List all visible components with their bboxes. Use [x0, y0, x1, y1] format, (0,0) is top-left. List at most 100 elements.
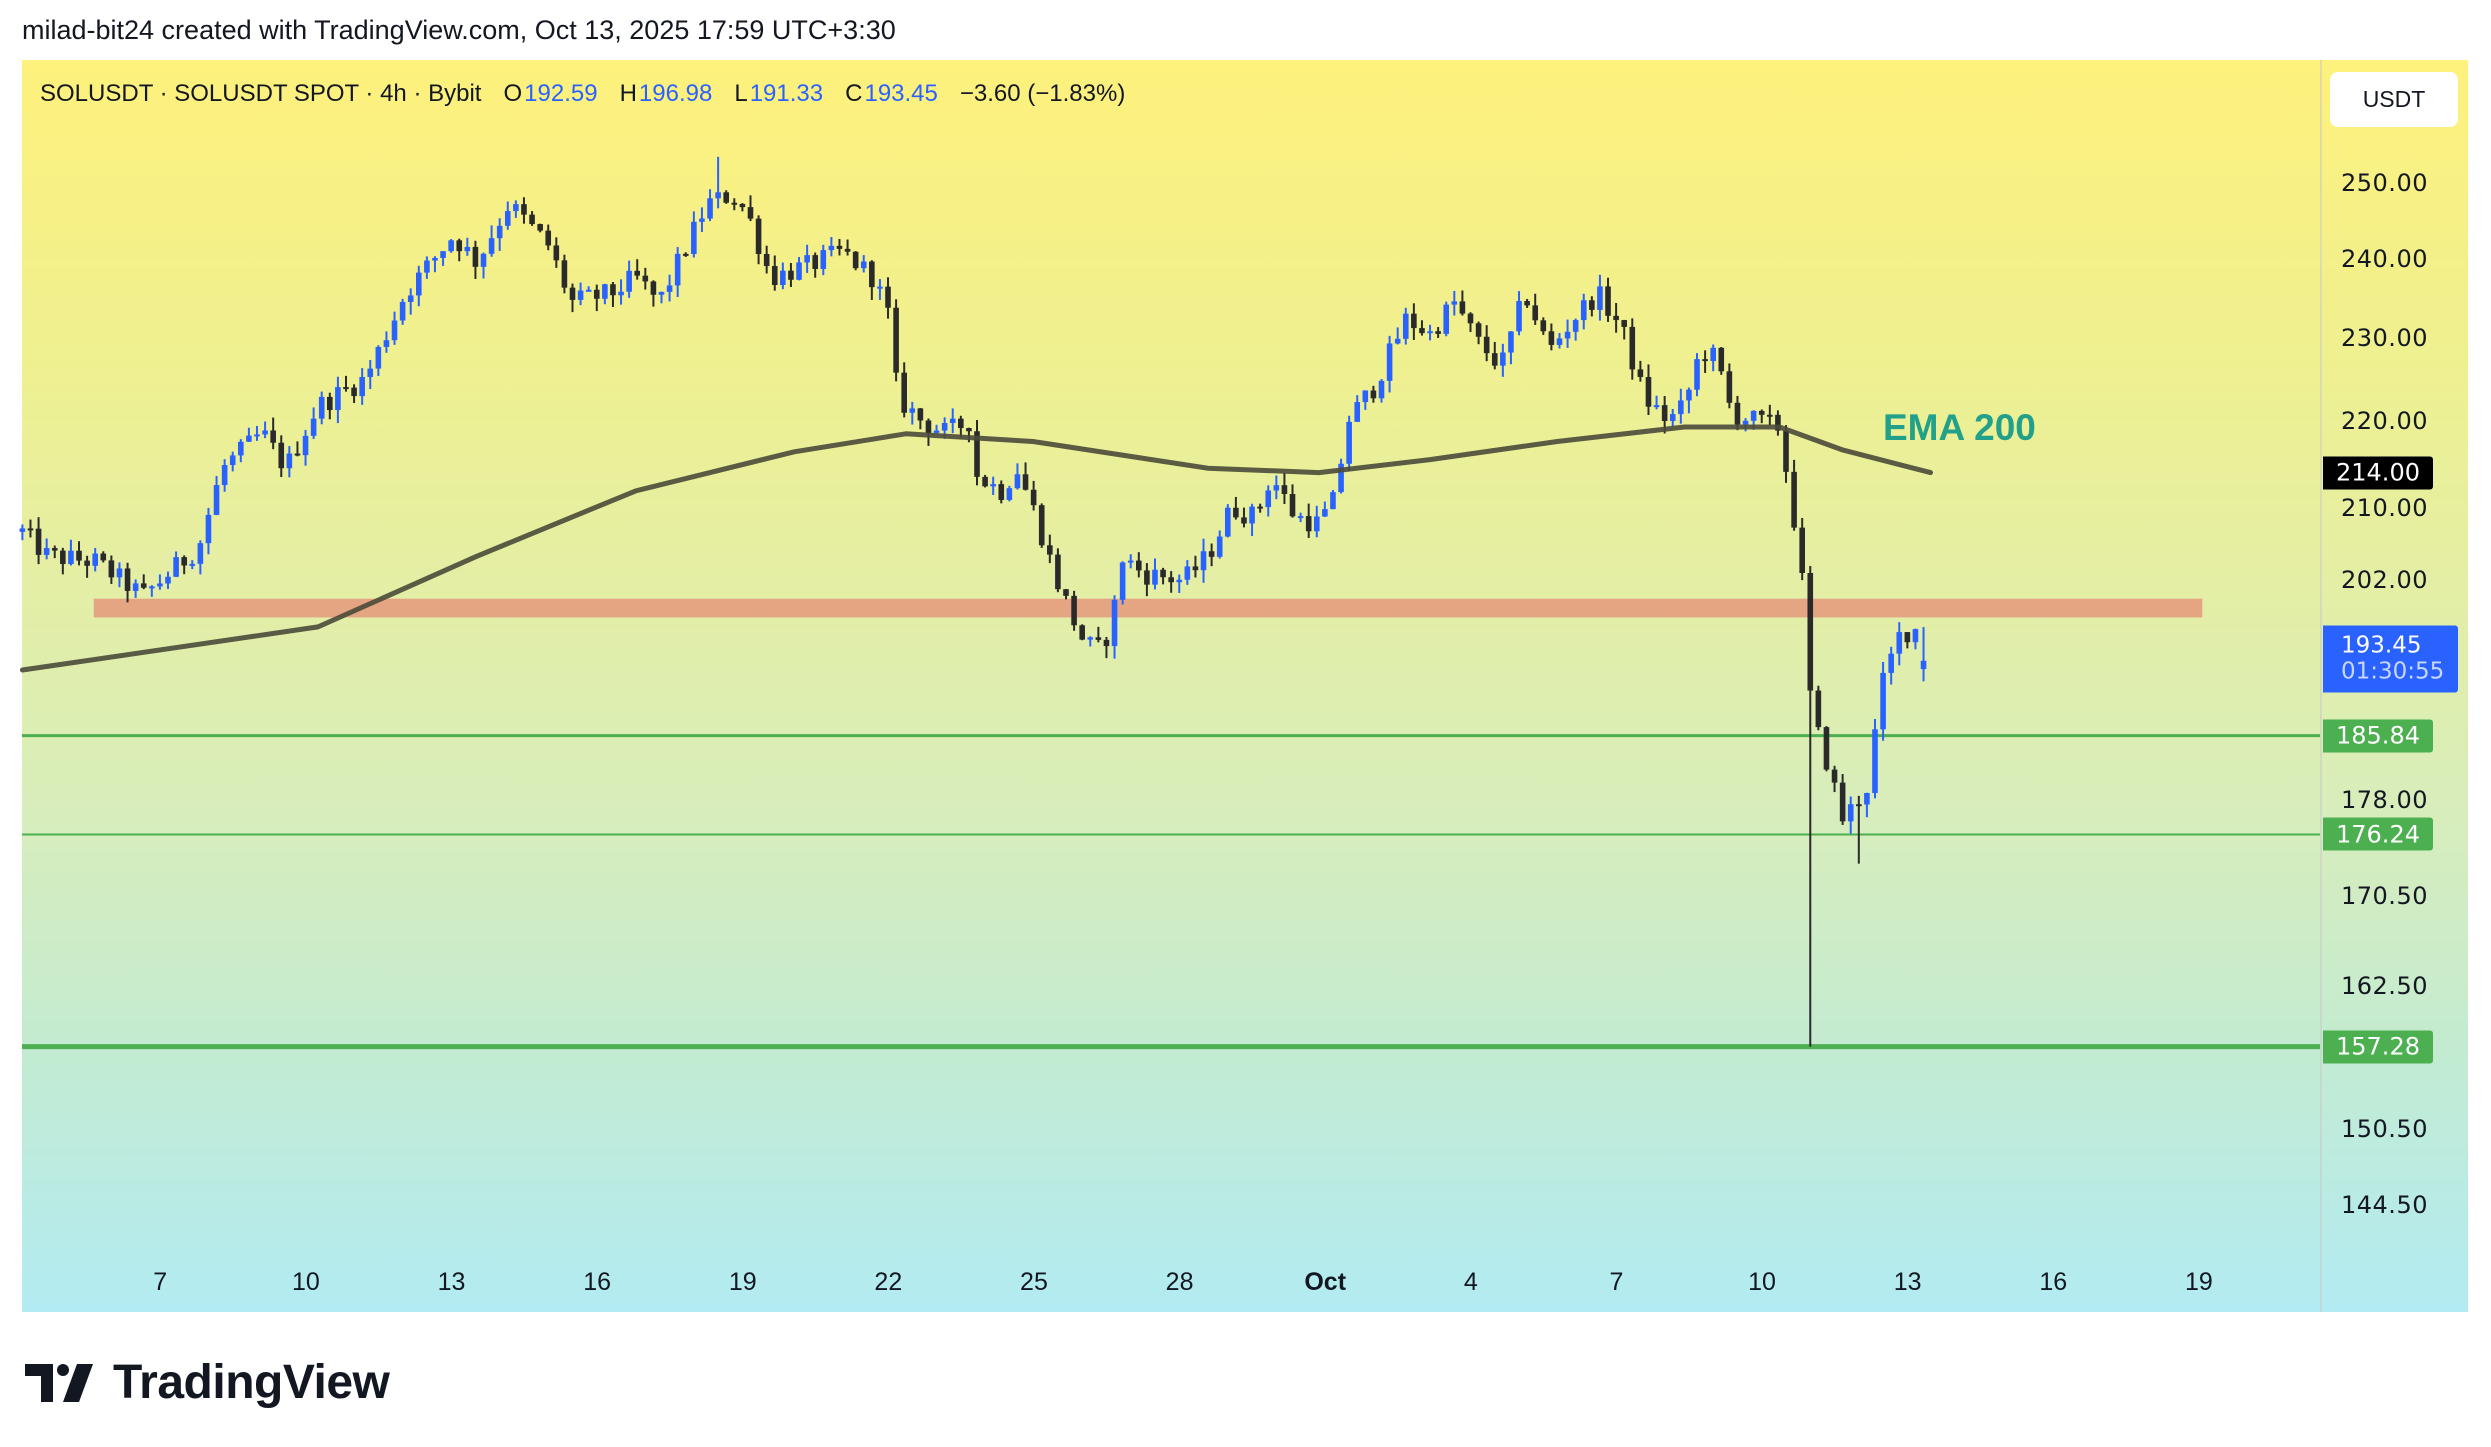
candle-body [869, 261, 875, 288]
candle-body [1702, 359, 1708, 362]
candle-body [828, 245, 835, 251]
candle-body [545, 230, 552, 246]
candle-body [1111, 599, 1118, 647]
candle-body [860, 261, 867, 269]
candle-body [92, 553, 98, 566]
candle-body [1872, 729, 1878, 794]
resistance-zone [93, 598, 2203, 618]
candle-body [464, 246, 471, 252]
tradingview-brand: TradingView [113, 1356, 390, 1409]
candle-body [691, 221, 697, 254]
candle-body [610, 284, 616, 296]
candle-body [755, 218, 762, 255]
candle-body [1071, 595, 1077, 626]
time-tick-label: 25 [1020, 1268, 1048, 1296]
candle-body [254, 434, 260, 437]
currency-button[interactable]: USDT [2330, 72, 2458, 127]
candle-body [1402, 313, 1409, 339]
candle-body [529, 214, 535, 225]
candle-body [51, 548, 58, 551]
ema-200-line [19, 424, 1933, 673]
candle-body [27, 528, 34, 531]
candle-body [1524, 301, 1530, 306]
candle-body [1168, 577, 1174, 583]
symbol-info: SOLUSDT · SOLUSDT SPOT · 4h · Bybit [40, 80, 482, 107]
candle-body [966, 428, 972, 432]
candle-body [1378, 380, 1385, 399]
price-tick-label: 150.50 [2341, 1114, 2428, 1143]
candle-body [229, 455, 236, 466]
time-tick-label: 7 [1609, 1268, 1624, 1296]
candle-body [836, 245, 843, 249]
candle-body [1265, 490, 1272, 508]
chart-attribution-title: milad-bit24 created with TradingView.com… [22, 15, 896, 45]
ema-200-annotation: EMA 200 [1883, 407, 2036, 448]
candle-body [294, 453, 301, 456]
candle-body [650, 281, 657, 295]
candle-body [1572, 320, 1579, 332]
candle-body [1394, 338, 1401, 344]
candle-body [1540, 320, 1547, 332]
time-tick-label: 10 [291, 1268, 320, 1296]
candle-body [1645, 376, 1652, 407]
candle-body [1880, 672, 1886, 730]
candle-body [367, 368, 374, 378]
candle-body [949, 418, 956, 423]
candle-body [1411, 313, 1417, 329]
candle-body [1273, 485, 1280, 491]
candle-body [877, 286, 883, 289]
candle-body [1839, 782, 1846, 822]
candle-body [1888, 653, 1894, 673]
candle-body [1896, 632, 1903, 654]
candle-body [132, 583, 139, 591]
high-value: 196.98 [638, 80, 713, 107]
candle-body [933, 430, 940, 433]
candle-body [1322, 509, 1328, 517]
candle-body [1014, 474, 1021, 489]
candle-body [1791, 471, 1797, 528]
candle-body [982, 476, 988, 487]
candle-body [1055, 554, 1061, 590]
tradingview-logo[interactable]: TradingView [25, 1355, 390, 1410]
candle-body [1775, 414, 1781, 431]
candle-body [35, 528, 42, 555]
candle-body [1233, 507, 1239, 518]
candle-body [238, 441, 244, 456]
close-value: 193.45 [864, 80, 938, 107]
candle-body [205, 514, 212, 544]
candle-body [181, 557, 187, 566]
candle-body [553, 245, 560, 261]
candle-body [893, 307, 899, 373]
candle-body [1556, 338, 1563, 345]
candle-body [1589, 300, 1595, 310]
candle-body [19, 528, 26, 532]
candle-body [1241, 517, 1247, 524]
candle-body [1597, 286, 1603, 310]
candle-body [1758, 410, 1765, 415]
time-tick-label: 22 [874, 1268, 903, 1296]
candle-body [1289, 494, 1296, 517]
support-price-label: 176.24 [2323, 817, 2433, 851]
candle-body [165, 576, 171, 584]
candle-body [885, 286, 891, 308]
candle-body [488, 238, 495, 254]
current-price-label: 193.45 01:30:55 [2323, 625, 2458, 693]
price-axis-separator [2320, 60, 2322, 1312]
candle-body [1815, 690, 1822, 728]
candle-body [521, 204, 527, 215]
candle-body [351, 387, 357, 397]
candle-body [1249, 506, 1255, 524]
open-label: O [503, 80, 523, 107]
candle-body [1823, 727, 1830, 770]
candle-body [537, 224, 543, 231]
candle-body [1726, 371, 1733, 403]
time-tick-label: 28 [1165, 1268, 1194, 1296]
price-tick-label: 240.00 [2341, 244, 2428, 273]
candle-body [1920, 660, 1927, 670]
candle-body [1508, 331, 1514, 353]
candle-body [1362, 390, 1369, 403]
candle-body [1718, 347, 1725, 372]
candle-body [84, 560, 90, 566]
candle-body [1427, 331, 1433, 334]
